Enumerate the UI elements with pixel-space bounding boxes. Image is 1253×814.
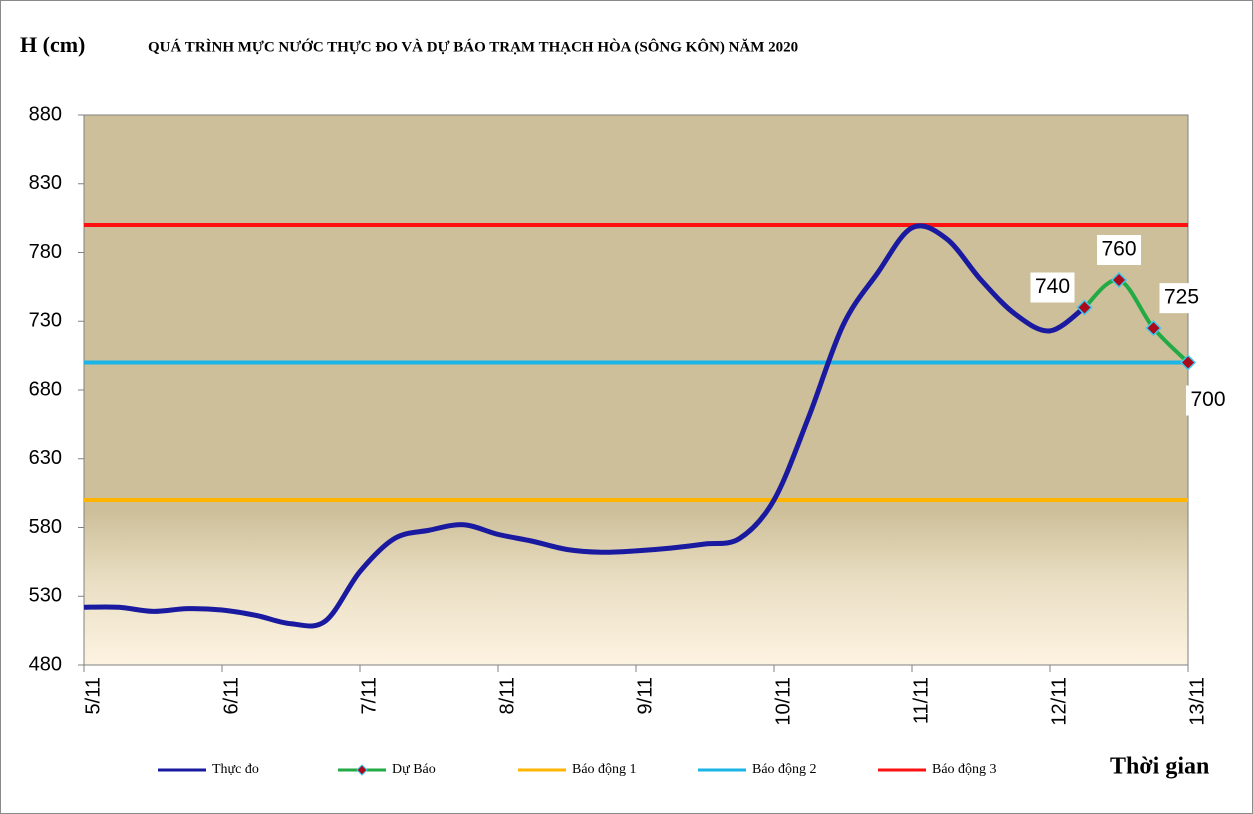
forecast-marker (1110, 271, 1128, 289)
forecast-marker (1179, 354, 1197, 371)
legend-label: Báo động 3 (932, 762, 997, 777)
data-label-box (1186, 385, 1230, 416)
data-label: 740 (1035, 275, 1070, 298)
y-tick-label: 580 (29, 516, 62, 538)
line-series (1083, 277, 1190, 364)
y-tick-label: 530 (29, 585, 62, 607)
data-label-box (1030, 272, 1075, 303)
legend-label: Báo động 1 (572, 762, 637, 777)
y-tick-label: 630 (29, 447, 62, 469)
forecast-marker (1076, 299, 1093, 316)
x-tick-label: 9/11 (634, 677, 656, 714)
legend-label: Dự Báo (392, 762, 436, 777)
data-label: 725 (1164, 286, 1199, 309)
legend-label: Thực đo (212, 762, 259, 777)
y-tick-label: 730 (29, 310, 62, 332)
chart-title: QUÁ TRÌNH MỰC NƯỚC THỰC ĐO VÀ DỰ BÁO TRẠ… (148, 38, 798, 55)
data-label: 760 (1101, 238, 1136, 261)
legend-marker (356, 764, 368, 776)
data-label-box (1159, 283, 1204, 314)
y-tick-label: 480 (29, 653, 62, 675)
x-tick-label: 5/11 (82, 677, 104, 714)
y-tick-label: 880 (29, 103, 62, 125)
plot-area (83, 114, 1189, 666)
x-tick-label: 11/11 (910, 677, 932, 724)
y-tick-label: 680 (29, 378, 62, 400)
line-series (83, 223, 1087, 629)
data-label: 700 (1190, 388, 1225, 411)
y-tick-label: 780 (29, 241, 62, 263)
x-tick-label: 13/11 (1186, 677, 1208, 726)
legend-label: Báo động 2 (752, 762, 817, 777)
y-axis-label: H (cm) (20, 32, 85, 57)
x-tick-label: 7/11 (358, 677, 380, 714)
x-tick-label: 6/11 (220, 677, 242, 714)
x-tick-label: 12/11 (1048, 677, 1070, 726)
x-tick-label: 8/11 (496, 677, 518, 714)
data-label-box (1097, 235, 1141, 265)
forecast-marker (1145, 320, 1162, 337)
y-tick-label: 830 (29, 172, 62, 194)
x-axis-label: Thời gian (1110, 754, 1209, 780)
x-tick-label: 10/11 (772, 677, 794, 726)
